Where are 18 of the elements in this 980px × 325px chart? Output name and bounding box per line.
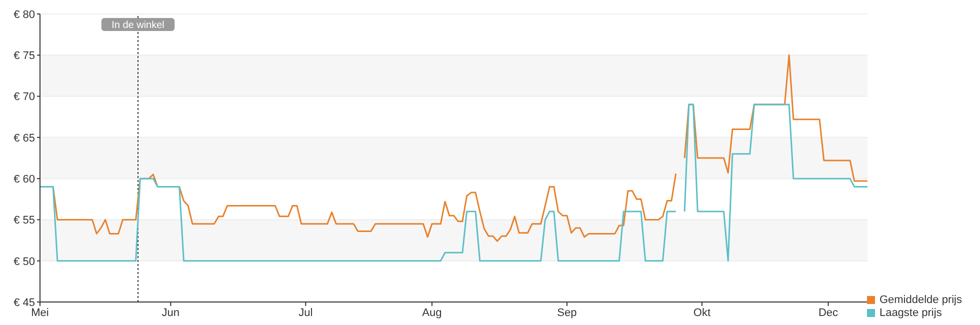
y-tick-label: € 45 [14,296,35,309]
x-tick-label: Aug [422,306,442,319]
x-tick-label: Jun [162,306,180,319]
x-tick-label: Dec [818,306,839,319]
x-tick-label: Sep [557,306,577,319]
y-tick-label: € 60 [14,173,35,186]
legend-label: Gemiddelde prijs [879,294,962,306]
y-tick-label: € 65 [14,132,35,144]
x-tick-label: Mei [31,306,49,319]
x-tick-label: Okt [693,306,711,319]
y-tick-label: € 75 [14,50,35,62]
y-tick-label: € 80 [14,8,35,21]
x-tick-label: Jul [298,306,313,319]
annotation: In de winkel [112,20,164,31]
y-tick-label: € 55 [14,214,35,227]
y-tick-label: € 50 [14,256,35,268]
legend-label: Laagste prijs [879,307,942,319]
y-tick-label: € 70 [14,91,35,104]
